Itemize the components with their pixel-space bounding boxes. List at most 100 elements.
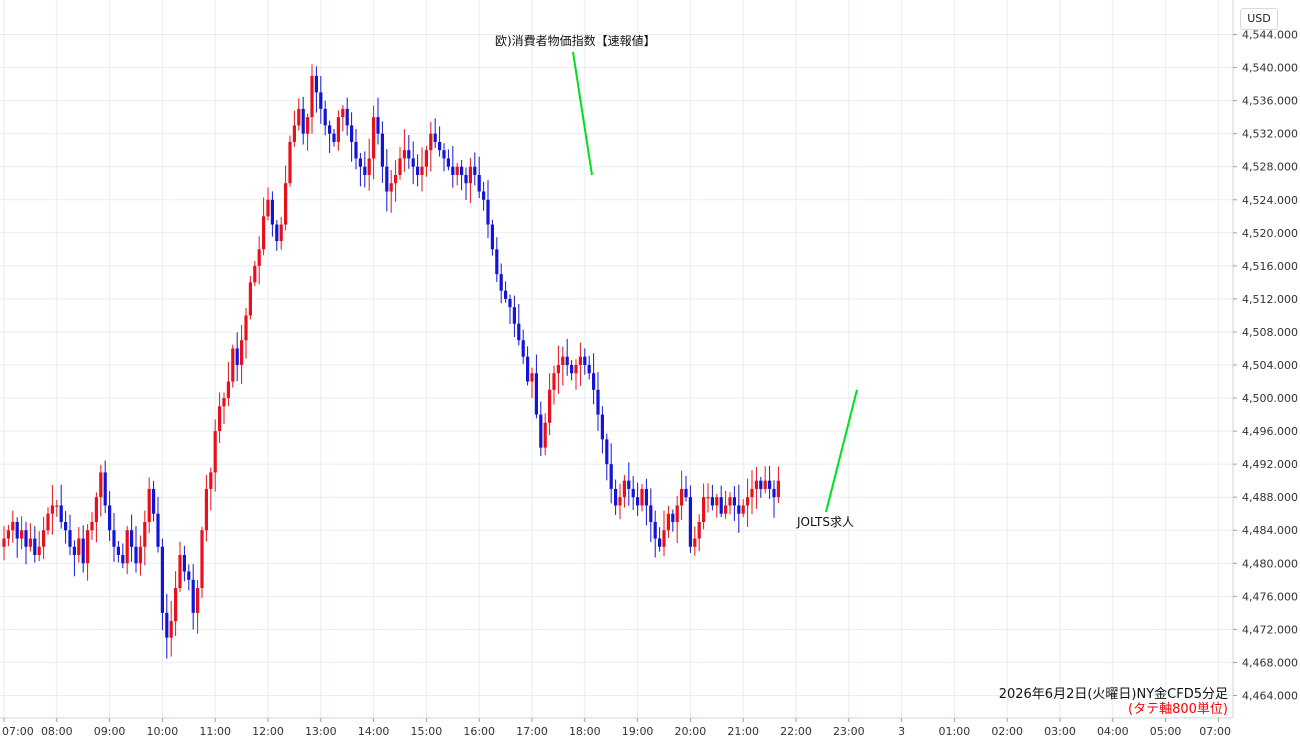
- candle: [666, 505, 670, 538]
- candle: [521, 329, 525, 365]
- candle: [706, 483, 710, 513]
- candle-body: [354, 141, 358, 159]
- candle: [28, 523, 32, 552]
- candle-body: [543, 422, 547, 448]
- candle: [6, 524, 10, 547]
- candle: [156, 496, 160, 553]
- candle: [468, 157, 472, 204]
- candle: [191, 564, 195, 630]
- candle-body: [768, 480, 772, 489]
- candle-body: [482, 191, 486, 200]
- candle: [376, 97, 380, 145]
- candle: [596, 372, 600, 431]
- candle-body: [328, 125, 332, 134]
- candle-body: [174, 588, 178, 622]
- candle-body: [191, 579, 195, 613]
- candle: [600, 406, 604, 454]
- candle: [618, 483, 622, 520]
- time-tick-label: 23:00: [833, 725, 865, 738]
- candle-body: [477, 174, 481, 192]
- candle: [482, 181, 486, 211]
- candle-body: [156, 513, 160, 547]
- chart-caption: 2026年6月2日(火曜日)NY金CFD5分足: [998, 687, 1228, 702]
- candle-body: [732, 497, 736, 506]
- candle-body: [182, 555, 186, 572]
- candle-body: [433, 133, 437, 142]
- candle: [627, 462, 631, 506]
- candle: [763, 466, 767, 494]
- candle: [218, 392, 222, 443]
- price-axis: 4,464.000 4,468.000 4,472.000 4,476.000 4,48…: [1233, 29, 1298, 702]
- candle: [394, 160, 398, 202]
- candle-body: [169, 621, 173, 638]
- candle: [59, 484, 63, 529]
- candle-body: [710, 497, 714, 506]
- candle: [592, 353, 596, 405]
- candle: [460, 160, 464, 191]
- candle: [209, 467, 213, 511]
- candle: [253, 261, 257, 287]
- candle: [204, 474, 208, 542]
- candle: [222, 392, 226, 425]
- candle: [380, 121, 384, 183]
- candle: [90, 512, 94, 540]
- price-tick-label: 4,496.000: [1242, 425, 1298, 438]
- candle-body: [526, 356, 530, 382]
- candle: [72, 540, 76, 577]
- candle-body: [451, 166, 455, 175]
- candle: [116, 540, 120, 563]
- candle-body: [121, 555, 125, 564]
- candle-body: [270, 199, 274, 225]
- candle-body: [336, 117, 340, 142]
- candle-body: [323, 108, 327, 126]
- candle-body: [675, 505, 679, 522]
- candle: [680, 470, 684, 520]
- price-tick-label: 4,512.000: [1242, 293, 1298, 306]
- time-tick-label: 04:00: [1097, 725, 1129, 738]
- time-tick-label: 18:00: [569, 725, 601, 738]
- annotation-label: 欧)消費者物価指数【速報値】: [495, 33, 656, 48]
- candle: [724, 490, 728, 519]
- time-tick-label: 01:00: [939, 725, 971, 738]
- candle-body: [284, 183, 288, 225]
- candle-body: [728, 497, 732, 506]
- candle-body: [55, 505, 59, 507]
- candle-body: [486, 199, 490, 225]
- candle-body: [596, 389, 600, 415]
- candle: [693, 526, 697, 556]
- candle-body: [187, 571, 191, 580]
- candle: [64, 511, 68, 544]
- candle-body: [28, 538, 32, 547]
- candle-body: [460, 166, 464, 175]
- candle-body: [438, 141, 442, 151]
- candle-body: [204, 488, 208, 531]
- candle-body: [407, 150, 411, 159]
- candle: [270, 191, 274, 237]
- candle-body: [99, 472, 103, 498]
- candle-body: [15, 521, 19, 539]
- candle-body: [160, 546, 164, 613]
- candle: [121, 543, 125, 569]
- candle: [442, 143, 446, 172]
- candle-body: [512, 307, 516, 324]
- candle-body: [231, 348, 235, 382]
- candle: [473, 152, 477, 186]
- currency-label: USD: [1240, 8, 1278, 30]
- candle: [477, 156, 481, 199]
- candle: [336, 110, 340, 151]
- candle-body: [473, 166, 477, 175]
- candle-body: [350, 125, 354, 142]
- candle-body: [746, 497, 750, 506]
- candle: [574, 359, 578, 390]
- candle: [570, 360, 574, 381]
- candle: [420, 147, 424, 192]
- candle-body: [552, 373, 556, 390]
- candle-body: [218, 406, 222, 432]
- candle: [750, 470, 754, 515]
- candle: [649, 488, 653, 543]
- candle: [411, 141, 415, 185]
- price-tick-label: 4,480.000: [1242, 557, 1298, 570]
- candle-body: [592, 373, 596, 390]
- candle: [37, 531, 41, 562]
- candle-body: [570, 365, 574, 374]
